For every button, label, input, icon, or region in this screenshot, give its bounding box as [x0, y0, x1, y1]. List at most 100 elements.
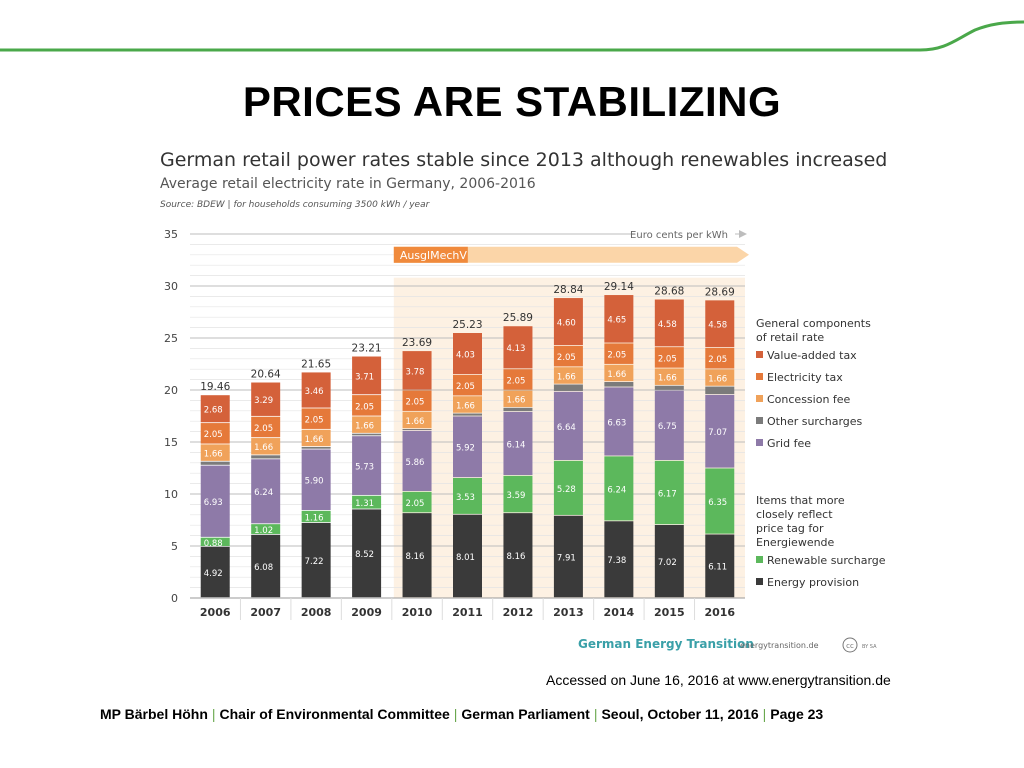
- bar-segment: [200, 461, 230, 465]
- bar-value-label: 7.91: [557, 553, 576, 563]
- legend-item: Grid fee: [767, 437, 811, 450]
- license-badge: cc: [846, 642, 854, 650]
- bar-segment: [604, 364, 634, 382]
- bar-value-label: 4.13: [506, 344, 525, 354]
- footer-separator: |: [211, 706, 216, 722]
- header-decoration: [0, 20, 1024, 52]
- bar-segment: [604, 295, 634, 343]
- bar-segment: [654, 524, 684, 598]
- bar-segment: [553, 345, 583, 367]
- bar-segment: [503, 411, 533, 475]
- unit-label: Euro cents per kWh: [630, 230, 728, 241]
- bar-segment: [654, 390, 684, 461]
- bar-segment: [301, 446, 331, 449]
- bar-segment: [705, 534, 735, 598]
- bar-value-label: 3.59: [506, 491, 525, 501]
- y-tick-label: 35: [164, 228, 178, 241]
- bar-segment: [402, 411, 432, 429]
- bar-segment: [301, 429, 331, 447]
- bar-value-label: 4.60: [557, 318, 576, 328]
- x-tick-label: 2012: [503, 606, 534, 619]
- legend-heading-bottom: closely reflect: [756, 508, 833, 521]
- bar-value-label: 8.16: [406, 552, 425, 562]
- bar-value-label: 5.28: [557, 485, 576, 495]
- chart-title: German retail power rates stable since 2…: [160, 149, 890, 171]
- bar-segment: [251, 534, 281, 598]
- bar-value-label: 1.66: [708, 374, 727, 384]
- bar-segment: [654, 299, 684, 347]
- bar-value-label: 5.90: [305, 477, 324, 487]
- legend-heading-top: General components: [756, 317, 871, 330]
- license-icon: [842, 637, 858, 653]
- footer-part: MP Bärbel Höhn: [100, 706, 208, 722]
- bar-segment: [654, 385, 684, 390]
- bar-total-label: 23.69: [402, 337, 432, 349]
- bar-value-label: 6.64: [557, 423, 576, 433]
- band-arrow: [393, 246, 749, 263]
- chart-subtitle: Average retail electricity rate in Germa…: [160, 176, 536, 192]
- bar-value-label: 1.66: [658, 374, 677, 384]
- x-tick-label: 2010: [402, 606, 433, 619]
- bar-value-label: 1.66: [355, 422, 374, 432]
- bar-segment: [402, 430, 432, 492]
- bar-segment: [553, 515, 583, 598]
- bar-value-label: 2.05: [607, 351, 626, 361]
- legend-item: Renewable surcharge: [767, 554, 886, 567]
- bar-value-label: 6.75: [658, 422, 677, 432]
- bar-value-label: 4.92: [204, 569, 223, 579]
- legend-item: Electricity tax: [767, 371, 843, 384]
- footer-part: Chair of Environmental Committee: [219, 706, 450, 722]
- bar-segment: [503, 390, 533, 407]
- legend-item: Energy provision: [767, 576, 859, 589]
- bar-segment: [352, 436, 382, 495]
- bar-segment: [705, 468, 735, 534]
- bar-value-label: 3.53: [456, 493, 475, 503]
- bar-segment: [705, 369, 735, 386]
- bar-value-label: 1.66: [456, 401, 475, 411]
- license-text: BY SA: [862, 644, 877, 650]
- bar-segment: [251, 416, 281, 438]
- bar-value-label: 1.66: [406, 417, 425, 427]
- bar-segment: [453, 514, 482, 598]
- bar-segment: [402, 351, 432, 390]
- bar-segment: [553, 391, 583, 461]
- bar-total-label: 28.69: [705, 286, 735, 298]
- legend-swatch: [756, 395, 763, 402]
- footer-separator: |: [762, 706, 767, 722]
- bar-segment: [301, 372, 331, 408]
- bar-segment: [200, 465, 230, 537]
- x-tick-label: 2007: [250, 606, 281, 619]
- bar-segment: [604, 521, 634, 598]
- y-tick-label: 20: [164, 384, 178, 397]
- bar-segment: [352, 356, 382, 395]
- bar-value-label: 3.78: [406, 367, 425, 377]
- bar-segment: [200, 546, 230, 598]
- bar-segment: [705, 394, 735, 468]
- legend-swatch: [756, 439, 763, 446]
- bar-segment: [705, 300, 735, 348]
- bar-segment: [503, 475, 533, 513]
- bar-total-label: 21.65: [301, 358, 331, 370]
- bar-segment: [553, 384, 583, 391]
- bar-total-label: 25.89: [503, 312, 533, 324]
- bar-segment: [453, 333, 482, 375]
- bar-value-label: 1.66: [506, 396, 525, 406]
- bar-segment: [705, 347, 735, 369]
- bar-segment: [705, 386, 735, 395]
- band-label-box: [393, 246, 468, 263]
- legend-heading-bottom: Items that more: [756, 494, 845, 507]
- bar-total-label: 28.84: [553, 284, 583, 296]
- bar-total-label: 20.64: [251, 369, 281, 381]
- bar-segment: [200, 444, 230, 461]
- stacked-bar-chart: German retail power rates stable since 2…: [160, 149, 890, 653]
- bar-value-label: 4.58: [658, 320, 677, 330]
- x-tick-label: 2015: [654, 606, 685, 619]
- bar-segment: [503, 326, 533, 369]
- bar-segment: [604, 343, 634, 364]
- bar-value-label: 3.71: [355, 372, 374, 382]
- bar-segment: [352, 433, 382, 436]
- bar-value-label: 6.11: [708, 563, 727, 573]
- bar-segment: [352, 416, 382, 433]
- legend-swatch: [756, 417, 763, 424]
- bar-segment: [251, 382, 281, 416]
